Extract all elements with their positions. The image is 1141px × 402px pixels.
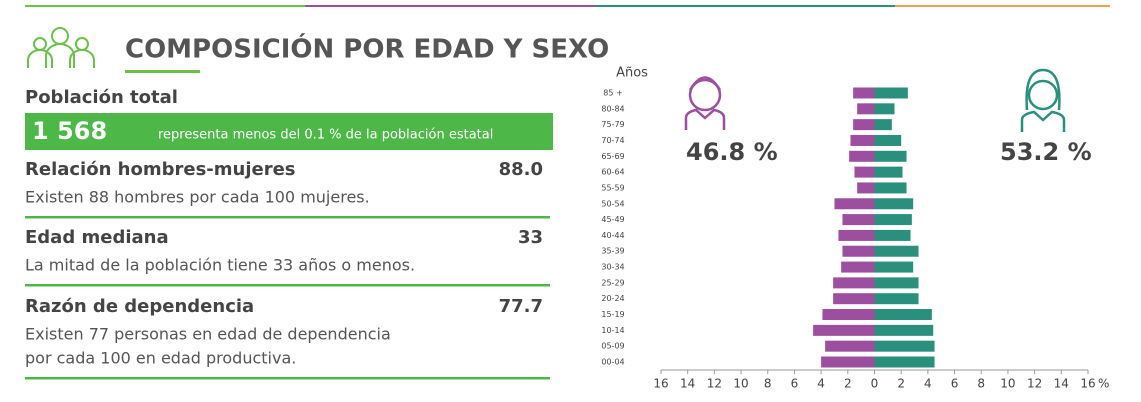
bar	[874, 198, 914, 210]
y-tick-label: 50-54	[601, 199, 624, 208]
y-tick-label: 70-74	[601, 136, 624, 145]
bar	[833, 293, 875, 305]
bar	[874, 119, 892, 131]
top-rule	[25, 5, 1110, 7]
x-tick-label: 0	[871, 377, 879, 391]
y-tick-label: 80-84	[601, 104, 624, 113]
annotation: 46.8 %	[686, 138, 778, 166]
x-tick-label: 6	[791, 377, 799, 391]
bar	[874, 229, 911, 241]
woman-icon	[1020, 68, 1066, 132]
bar	[874, 150, 907, 162]
bar	[874, 134, 902, 146]
bar	[874, 87, 908, 99]
bar	[834, 198, 875, 210]
y-tick-label: 30-34	[601, 263, 624, 272]
x-tick-label: 12	[707, 377, 722, 391]
stat-label: Relación hombres-mujeres	[25, 159, 296, 180]
bar	[857, 182, 875, 194]
bar	[822, 309, 875, 321]
annotation: 53.2 %	[1000, 138, 1092, 166]
x-tick-label: 4	[817, 377, 825, 391]
x-tick-label: 16	[1080, 377, 1095, 391]
title: COMPOSICIÓN POR EDAD Y SEXO	[125, 33, 609, 65]
x-tick-label: 10	[1000, 377, 1015, 391]
x-axis-label: %	[1098, 377, 1109, 391]
stat-text: Existen 88 hombres por cada 100 mujeres.	[25, 188, 370, 207]
y-tick-label: 10-14	[601, 326, 624, 335]
y-tick-label: 45-49	[601, 215, 624, 224]
bar	[874, 356, 935, 368]
bar	[825, 340, 875, 352]
bar	[874, 245, 919, 257]
population-note: representa menos del 0.1 % de la poblaci…	[158, 128, 493, 143]
x-tick-label: 6	[951, 377, 959, 391]
x-tick-label: 2	[897, 377, 905, 391]
bar	[874, 261, 914, 273]
bar	[874, 166, 903, 178]
x-tick-label: 16	[653, 377, 668, 391]
stat-value: 33	[518, 227, 543, 248]
separator	[25, 284, 550, 287]
x-tick-label: 8	[764, 377, 772, 391]
stat-value: 88.0	[499, 159, 543, 180]
y-tick-label: 60-64	[601, 168, 624, 177]
bar	[842, 214, 875, 226]
bar	[874, 309, 932, 321]
title-underline	[125, 70, 200, 73]
y-tick-label: 55-59	[601, 183, 624, 192]
y-tick-label: 05-09	[601, 342, 624, 351]
bar	[833, 277, 875, 289]
bar	[874, 293, 919, 305]
bar	[842, 245, 875, 257]
bar	[838, 229, 875, 241]
x-tick-label: 14	[680, 377, 695, 391]
bar	[813, 324, 875, 336]
population-bar	[25, 113, 553, 150]
x-tick-label: 4	[924, 377, 932, 391]
separator	[25, 377, 550, 380]
man-icon	[684, 76, 726, 130]
stat-label: Razón de dependencia	[25, 296, 254, 317]
bar	[874, 182, 907, 194]
people-icon	[27, 27, 95, 68]
bar	[874, 103, 895, 115]
bar	[850, 134, 875, 146]
y-tick-label: 65-69	[601, 152, 624, 161]
y-tick-label: 00-04	[601, 358, 624, 367]
stat-value: 77.7	[499, 296, 543, 317]
x-tick-label: 12	[1027, 377, 1042, 391]
x-tick-label: 14	[1054, 377, 1069, 391]
population-value: 1 568	[32, 117, 107, 145]
stat-text: Existen 77 personas en edad de dependenc…	[25, 325, 391, 344]
y-tick-label: 25-29	[601, 278, 624, 287]
x-tick-label: 2	[844, 377, 852, 391]
bar	[853, 87, 875, 99]
y-axis-label: Años	[616, 66, 648, 81]
x-tick-label: 10	[733, 377, 748, 391]
y-tick-label: 75-79	[601, 120, 624, 129]
y-tick-label: 40-44	[601, 231, 624, 240]
bar	[874, 324, 934, 336]
bar	[857, 103, 875, 115]
bar	[821, 356, 875, 368]
y-tick-label: 35-39	[601, 247, 624, 256]
stat-label: Edad mediana	[25, 227, 169, 248]
separator	[25, 216, 550, 219]
stat-text: por cada 100 en edad productiva.	[25, 349, 296, 368]
stat-label: Población total	[25, 87, 178, 108]
bar	[874, 277, 919, 289]
y-tick-label: 20-24	[601, 294, 624, 303]
y-tick-label: 85 +	[603, 89, 622, 98]
x-tick-label: 8	[977, 377, 985, 391]
bar	[854, 166, 875, 178]
bar	[841, 261, 875, 273]
stat-text: La mitad de la población tiene 33 años o…	[25, 256, 415, 275]
bar	[874, 340, 935, 352]
bar	[849, 150, 875, 162]
bar	[874, 214, 912, 226]
bar	[853, 119, 875, 131]
y-tick-label: 15-19	[601, 310, 624, 319]
